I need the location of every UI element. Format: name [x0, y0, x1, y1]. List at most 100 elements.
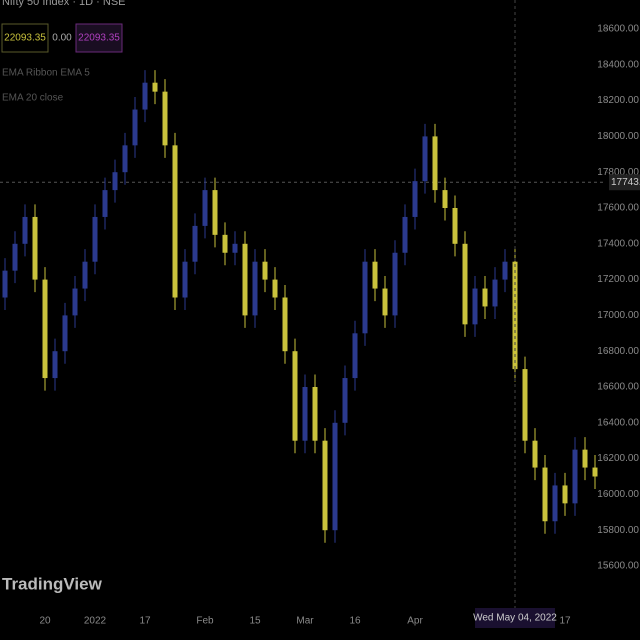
- candle-body: [262, 261, 268, 280]
- candle-body: [392, 252, 398, 316]
- candle-body: [272, 279, 278, 298]
- candle-body: [562, 485, 568, 504]
- candle-body: [472, 288, 478, 325]
- candle: [112, 159, 118, 203]
- price-axis: [605, 0, 640, 640]
- candle: [252, 249, 258, 328]
- candle-body: [382, 288, 388, 316]
- candle: [282, 284, 288, 364]
- crosshair-label-box: [475, 608, 555, 628]
- candle-body: [102, 190, 108, 217]
- candle-body: [112, 172, 118, 191]
- candle-body: [492, 279, 498, 307]
- candle: [412, 168, 418, 230]
- candle: [372, 249, 378, 302]
- candle: [172, 132, 178, 311]
- candle-body: [322, 440, 328, 531]
- candle: [382, 276, 388, 328]
- candle-body: [212, 190, 218, 235]
- candle: [182, 249, 188, 311]
- candle: [532, 428, 538, 481]
- candle: [292, 338, 298, 454]
- candle-body: [372, 261, 378, 289]
- candle: [352, 320, 358, 391]
- candle: [422, 123, 428, 194]
- candle: [582, 437, 588, 481]
- candle: [492, 267, 498, 319]
- y-tick-label: 16200.00: [597, 453, 639, 464]
- candle: [272, 267, 278, 311]
- candle-body: [542, 467, 548, 522]
- y-tick-label: 16800.00: [597, 346, 639, 357]
- candle: [452, 195, 458, 257]
- candle: [562, 472, 568, 516]
- candle-body: [402, 216, 408, 253]
- quote-value: 22093.35: [78, 33, 120, 44]
- y-tick-label: 18600.00: [597, 24, 639, 35]
- y-tick-label: 15800.00: [597, 525, 639, 536]
- candle: [522, 356, 528, 454]
- brand-logo: TradingView: [2, 574, 103, 593]
- candle-body: [82, 261, 88, 289]
- candle-body: [172, 145, 178, 298]
- candle: [92, 204, 98, 275]
- candle: [32, 204, 38, 293]
- candle-body: [332, 422, 338, 531]
- candle-body: [292, 351, 298, 441]
- candle-body: [522, 369, 528, 441]
- y-tick-label: 17800.00: [597, 167, 639, 178]
- candle-body: [462, 243, 468, 325]
- candle: [222, 222, 228, 266]
- candle-body: [182, 261, 188, 298]
- candle: [592, 455, 598, 490]
- candle: [212, 177, 218, 248]
- candle: [362, 249, 368, 346]
- indicator-label: EMA 20 close: [2, 93, 64, 104]
- x-tick-label: Feb: [196, 616, 214, 627]
- y-tick-label: 17400.00: [597, 238, 639, 249]
- candle-body: [202, 190, 208, 226]
- candle-body: [252, 261, 258, 316]
- candle-body: [532, 440, 538, 468]
- candle: [262, 249, 268, 293]
- y-tick-label: 17600.00: [597, 203, 639, 214]
- candle-body: [282, 297, 288, 352]
- candle-body: [232, 243, 238, 253]
- candle-body: [22, 216, 28, 244]
- candle-body: [62, 315, 68, 352]
- candle: [12, 231, 18, 284]
- candle: [242, 231, 248, 328]
- candle-body: [412, 181, 418, 217]
- y-tick-label: 18400.00: [597, 59, 639, 70]
- quote-value: 0.00: [52, 33, 72, 44]
- candle: [22, 204, 28, 257]
- y-tick-label: 16400.00: [597, 417, 639, 428]
- candle-body: [2, 270, 8, 298]
- candle: [402, 204, 408, 266]
- x-tick-label: 20: [39, 616, 51, 627]
- candle-body: [152, 82, 158, 92]
- candle-body: [502, 261, 508, 280]
- candle-body: [362, 261, 368, 334]
- candle: [62, 302, 68, 364]
- candle-body: [572, 449, 578, 504]
- candle-body: [122, 145, 128, 173]
- candle: [82, 249, 88, 302]
- candle-body: [592, 467, 598, 477]
- candle: [122, 132, 128, 185]
- candle: [192, 213, 198, 275]
- candle-body: [452, 208, 458, 244]
- candle: [152, 70, 158, 105]
- quote-box: [75, 23, 123, 53]
- candle: [162, 79, 168, 158]
- candle: [302, 374, 308, 454]
- candle-body: [192, 225, 198, 262]
- candle: [332, 410, 338, 543]
- candle: [322, 428, 328, 543]
- candle-body: [42, 279, 48, 379]
- candle: [502, 249, 508, 293]
- x-tick-label: Apr: [407, 616, 423, 627]
- candle: [572, 437, 578, 516]
- candle: [2, 258, 8, 311]
